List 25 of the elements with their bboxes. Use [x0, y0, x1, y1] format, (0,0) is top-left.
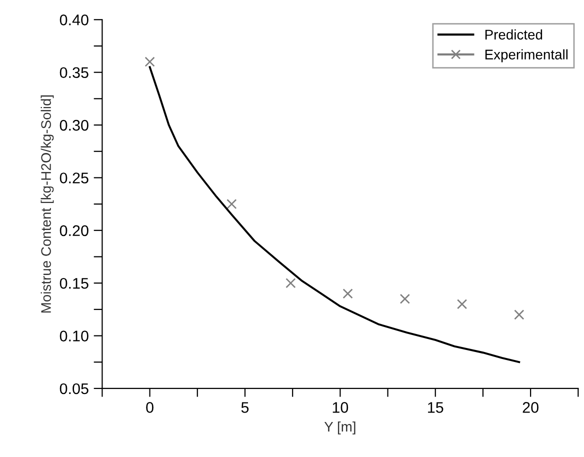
- y-tick-label: 0.40: [60, 14, 88, 26]
- y-tick-label: 0.05: [60, 383, 88, 394]
- x-tick-label: 10: [332, 402, 348, 413]
- y-axis-title: Moistrue Content [kg-H2O/kg-Solid]: [40, 95, 54, 313]
- line-series: [148, 66, 520, 364]
- point: [456, 299, 468, 310]
- x-axis-title: Y [m]: [324, 421, 356, 434]
- x-tick-label: 5: [241, 402, 249, 413]
- y-tick-label: 0.25: [60, 172, 88, 184]
- point: [514, 310, 524, 320]
- x-tick-label: 0: [146, 402, 154, 413]
- point: [342, 288, 353, 299]
- legend-label: Predicted: [485, 29, 542, 40]
- point: [144, 56, 155, 67]
- x-tick-label: 15: [428, 402, 444, 413]
- point: [226, 198, 237, 210]
- point: [286, 278, 296, 288]
- x-tick-label: 20: [522, 402, 538, 413]
- y-tick-label: 0.30: [60, 120, 88, 131]
- point: [400, 294, 410, 304]
- y-tick-label: 0.15: [60, 278, 88, 289]
- legend-label: Experimentall: [485, 49, 568, 62]
- y-tick-label: 0.10: [60, 330, 88, 342]
- y-tick-label: 0.35: [60, 67, 88, 78]
- y-tick-label: 0.20: [60, 225, 88, 236]
